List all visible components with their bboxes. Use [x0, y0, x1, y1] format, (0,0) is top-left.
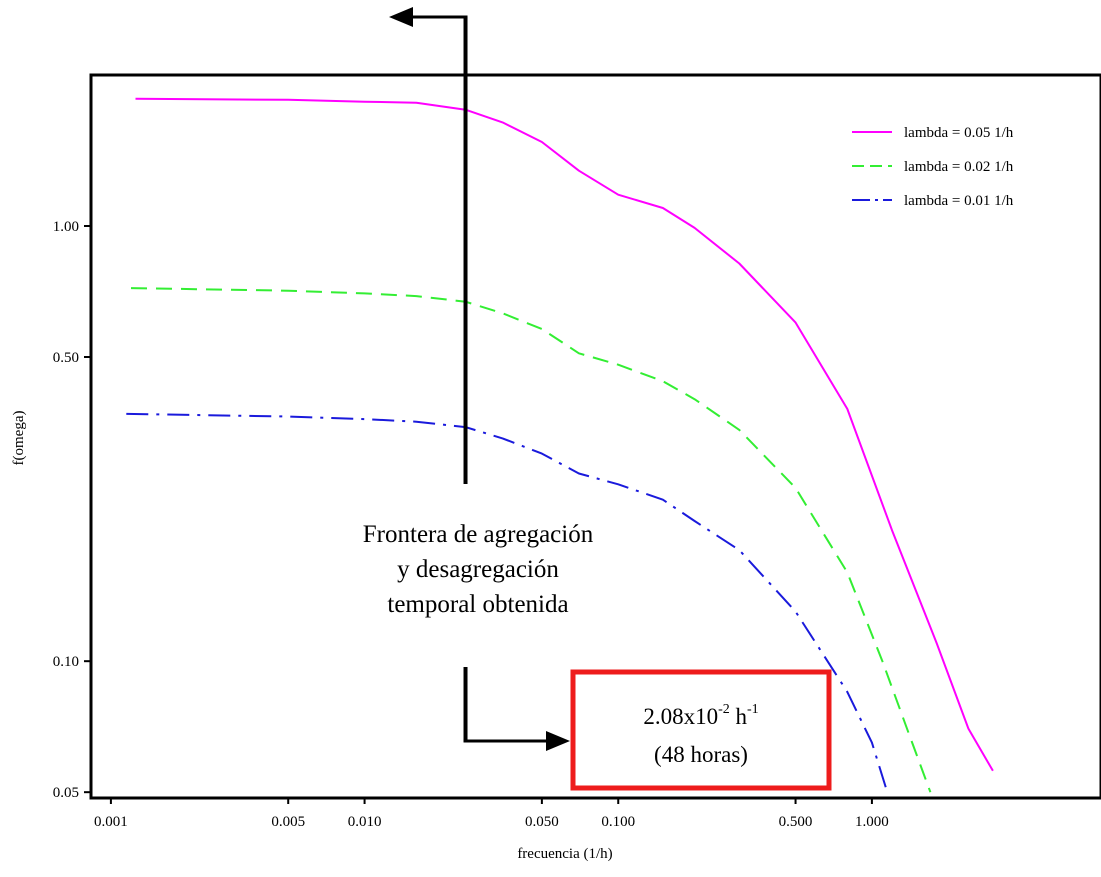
series-line-2	[130, 287, 932, 793]
x-tick-label: 0.010	[348, 814, 382, 830]
y-tick-label: 1.00	[53, 219, 79, 235]
x-axis-title: frecuencia (1/h)	[517, 846, 612, 862]
x-tick-label: 0.001	[94, 814, 128, 830]
y-tick-label: 0.10	[53, 654, 79, 670]
series-line-3	[126, 412, 889, 793]
series-line-1	[135, 97, 994, 772]
legend-label: lambda = 0.05 1/h	[904, 125, 1014, 141]
y-axis-title: f(omega)	[11, 411, 27, 466]
x-tick-label: 0.050	[525, 814, 559, 830]
frontier-label-line-1: Frontera de agregación	[363, 521, 594, 548]
series-lines	[126, 97, 994, 793]
x-tick-label: 0.500	[779, 814, 813, 830]
y-axis-ticks: 0.05 0.10 0.50 1.00	[53, 219, 92, 801]
x-tick-label: 0.005	[271, 814, 305, 830]
frontier-label-line-2: y desagregación	[397, 556, 559, 583]
y-tick-label: 0.05	[53, 785, 79, 801]
x-tick-label: 1.000	[855, 814, 889, 830]
value-box-border	[570, 669, 832, 791]
value-box-hours: (48 horas)	[654, 742, 748, 767]
legend-label: lambda = 0.01 1/h	[904, 193, 1014, 209]
frontier-arrowhead-left	[389, 7, 413, 27]
legend-label: lambda = 0.02 1/h	[904, 159, 1014, 175]
legend: lambda = 0.05 1/h lambda = 0.02 1/h lambda…	[852, 125, 1014, 209]
y-tick-label: 0.50	[53, 350, 79, 366]
frontier-annotation: Frontera de agregación y desagregación t…	[363, 7, 594, 751]
frequency-value-box: 2.08x10-2 h-1 (48 horas)	[570, 669, 832, 791]
value-box-frequency: 2.08x10-2 h-1	[643, 702, 758, 729]
plot-frame	[89, 73, 1101, 800]
x-axis-ticks: 0.001 0.005 0.010 0.050 0.100 0.500 1.000	[94, 797, 889, 830]
frontier-label-line-3: temporal obtenida	[387, 591, 568, 618]
x-tick-label: 0.100	[601, 814, 635, 830]
frontier-arrowhead-right	[546, 731, 570, 751]
